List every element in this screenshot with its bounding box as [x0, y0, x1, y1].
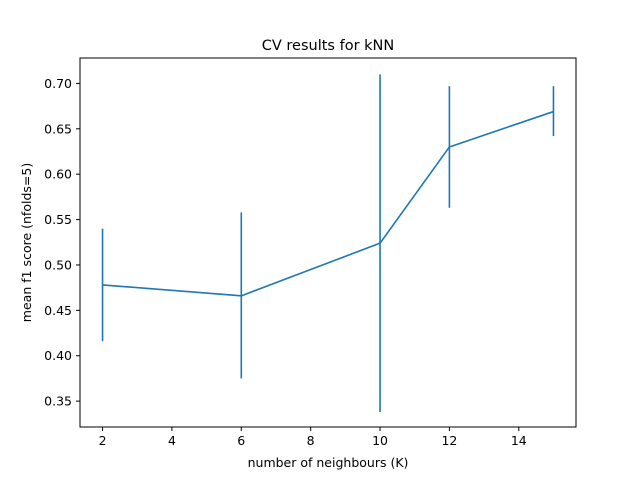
chart-title: CV results for kNN [262, 38, 394, 54]
plot-frame [79, 57, 577, 428]
plot-series [101, 74, 555, 413]
y-tick-label: 0.45 [44, 303, 72, 318]
x-tick-label: 10 [372, 433, 388, 448]
y-axis-ticks: 0.35 0.40 0.45 0.50 0.55 0.60 0.65 0.70 [44, 76, 80, 409]
y-tick-label: 0.65 [44, 121, 72, 136]
y-tick-label: 0.40 [44, 348, 72, 363]
x-tick-label: 4 [168, 433, 176, 448]
x-tick-label: 6 [237, 433, 245, 448]
x-tick-label: 14 [511, 433, 527, 448]
x-tick-label: 2 [99, 433, 107, 448]
x-axis-label: number of neighbours (K) [248, 455, 409, 470]
y-tick-label: 0.70 [44, 76, 72, 91]
x-tick-label: 8 [307, 433, 315, 448]
y-tick-label: 0.60 [44, 167, 72, 182]
x-axis-ticks: 2 4 6 8 10 12 14 [99, 427, 527, 448]
x-tick-label: 12 [441, 433, 457, 448]
y-tick-label: 0.55 [44, 212, 72, 227]
y-tick-label: 0.50 [44, 257, 72, 272]
y-axis-label: mean f1 score (nfolds=5) [19, 163, 34, 322]
y-tick-label: 0.35 [44, 394, 72, 409]
